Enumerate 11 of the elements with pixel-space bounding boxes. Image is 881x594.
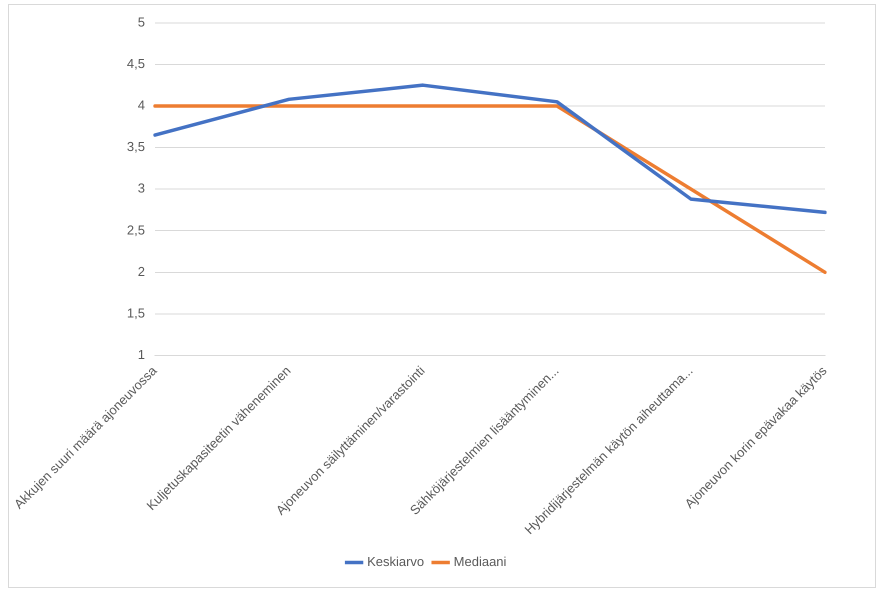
y-tick-label: 5 <box>138 14 145 30</box>
y-tick-label: 3,5 <box>126 139 145 154</box>
legend-label: Mediaani <box>454 554 507 570</box>
y-tick-label: 2,5 <box>126 222 145 238</box>
y-tick-label: 1 <box>138 347 145 362</box>
legend-label: Keskiarvo <box>367 554 424 570</box>
y-tick-label: 3 <box>138 180 145 196</box>
y-tick-label: 4,5 <box>126 56 145 71</box>
y-tick-label: 1,5 <box>126 305 145 320</box>
y-tick-label: 2 <box>138 264 145 279</box>
y-tick-label: 4 <box>138 98 145 113</box>
